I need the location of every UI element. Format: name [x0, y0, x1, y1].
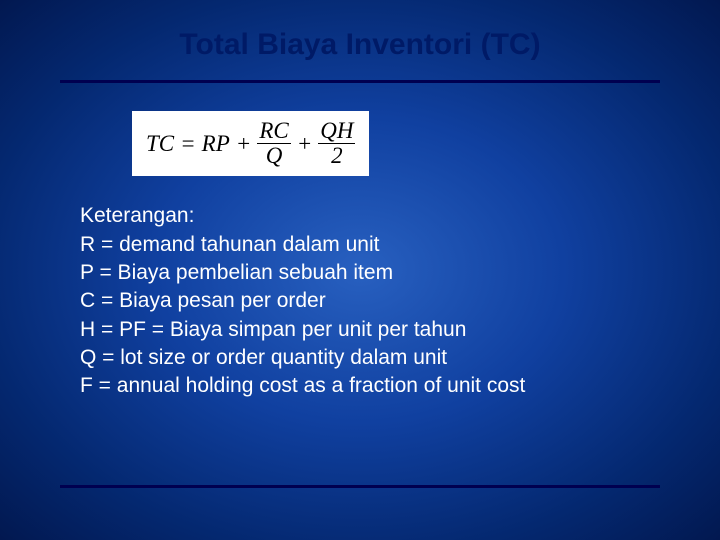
formula-frac2: QH 2 [318, 119, 355, 168]
keterangan-line: C = Biaya pesan per order [80, 287, 660, 315]
formula-lhs: TC [146, 131, 174, 157]
keterangan-line: F = annual holding cost as a fraction of… [80, 372, 660, 400]
formula-frac2-num: QH [318, 119, 355, 143]
formula-frac1: RC Q [257, 119, 290, 168]
slide-container: Total Biaya Inventori (TC) TC = RP + RC … [0, 0, 720, 540]
formula-plus1: + [236, 131, 252, 157]
keterangan-line: Q = lot size or order quantity dalam uni… [80, 344, 660, 372]
keterangan-line: R = demand tahunan dalam unit [80, 231, 660, 259]
formula-box: TC = RP + RC Q + QH 2 [132, 111, 369, 176]
formula: TC = RP + RC Q + QH 2 [146, 119, 355, 168]
formula-plus2: + [297, 131, 313, 157]
divider-bottom [60, 485, 660, 488]
divider-top [60, 80, 660, 83]
formula-term1: RP [202, 131, 230, 157]
keterangan-line: H = PF = Biaya simpan per unit per tahun [80, 316, 660, 344]
formula-eq: = [180, 131, 196, 157]
keterangan-heading: Keterangan: [80, 202, 660, 230]
formula-frac2-den: 2 [329, 144, 345, 168]
keterangan-line: P = Biaya pembelian sebuah item [80, 259, 660, 287]
keterangan-block: Keterangan: R = demand tahunan dalam uni… [80, 202, 660, 400]
formula-frac1-num: RC [257, 119, 290, 143]
slide-title: Total Biaya Inventori (TC) [60, 28, 660, 62]
formula-frac1-den: Q [264, 144, 285, 168]
